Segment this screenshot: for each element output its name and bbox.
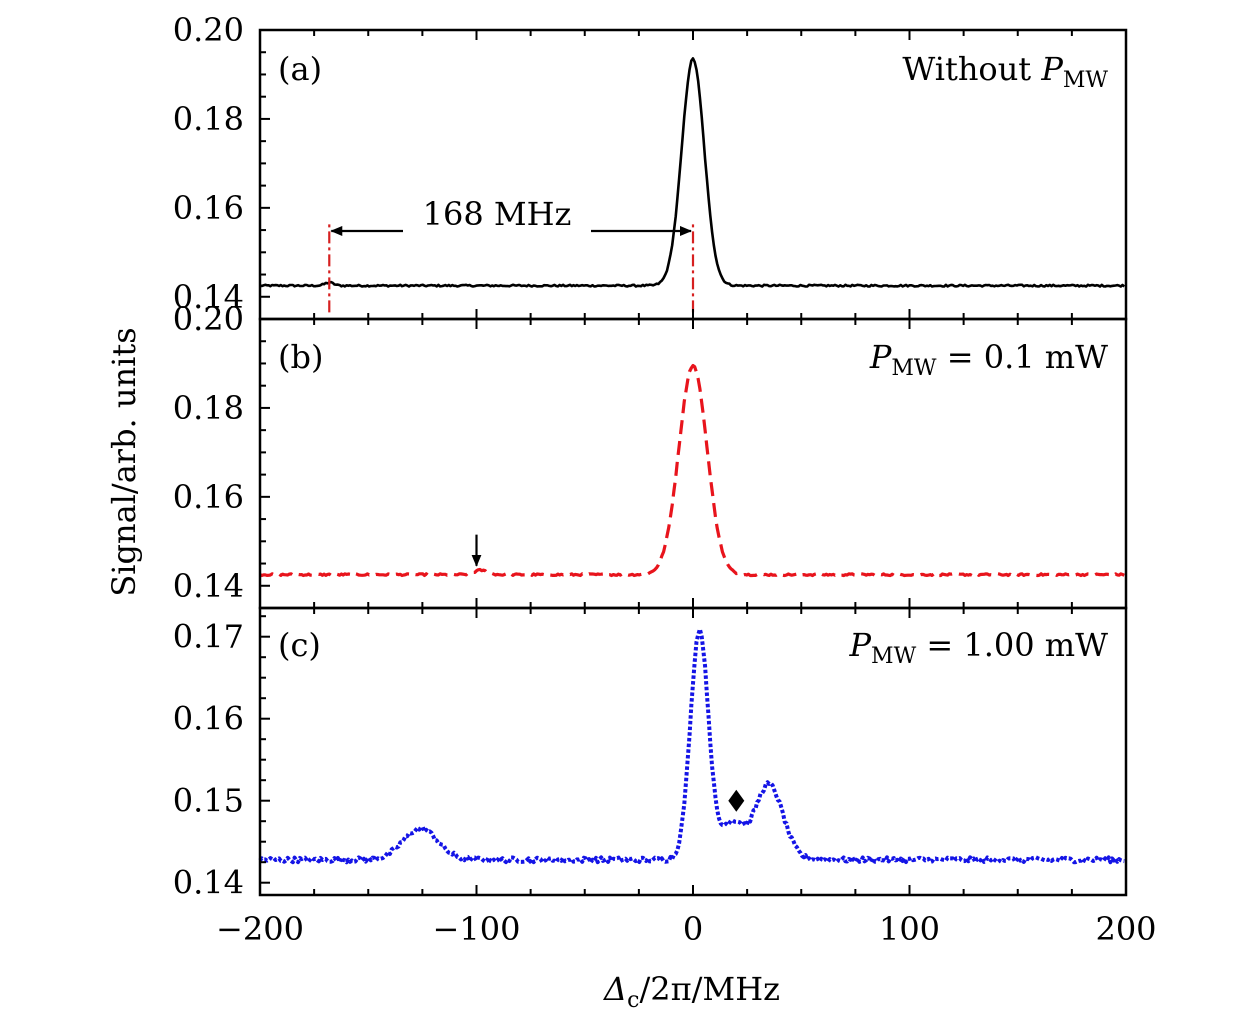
panel-b-annotation: PMW = 0.1 mW xyxy=(869,338,1108,381)
panel-b-y-tick-label: 0.18 xyxy=(173,389,244,427)
x-tick-labels: −200 −100 0 100 200 xyxy=(216,910,1156,948)
panel-b-y-tick-label: 0.16 xyxy=(173,478,244,516)
panel-a-annotation: Without PMW xyxy=(902,50,1108,93)
panel-a-annotation-italic: P xyxy=(1040,50,1063,88)
panel-b-annotation-rest: = 0.1 mW xyxy=(937,338,1109,376)
x-tick-label: −100 xyxy=(433,910,521,948)
panel-a-y-tick-label: 0.14 xyxy=(173,278,244,316)
panel-a-annotation-sub: MW xyxy=(1063,68,1109,93)
panel-b-ticks: 0.14 0.16 0.18 xyxy=(173,319,1127,609)
panel-c-series xyxy=(258,627,1125,865)
panel-c-ticks: 0.14 0.15 0.16 0.17 xyxy=(173,608,1127,902)
x-tick-label: 100 xyxy=(879,910,940,948)
panel-a-label: (a) xyxy=(278,50,322,88)
panel-c-y-tick-label: 0.17 xyxy=(173,618,244,656)
panel-c-annotation-sub: MW xyxy=(871,644,917,669)
panel-a-series-line xyxy=(259,57,1126,288)
panel-c-y-tick-label: 0.14 xyxy=(173,864,244,902)
panel-b-annotation-sub: MW xyxy=(891,356,937,381)
diamond-marker xyxy=(728,789,745,812)
panel-b-y-tick-label: 0.14 xyxy=(173,567,244,605)
panel-a-y-tick-label: 0.18 xyxy=(173,100,244,138)
panel-a-arrow-text: 168 MHz xyxy=(423,195,572,233)
panel-a-y-tick-label: 0.16 xyxy=(173,189,244,227)
panel-b-series-line xyxy=(259,363,1125,578)
panel-b-top-label: 0.20 xyxy=(173,300,244,338)
panel-a: 0.14 0.16 0.18 0.20 (a) Without PMW 168 MHz xyxy=(173,11,1128,321)
panel-b-series xyxy=(259,363,1125,578)
panel-c-annotation-italic: P xyxy=(849,626,872,664)
panel-a-ticks: 0.14 0.16 0.18 0.20 xyxy=(173,11,1127,320)
panel-b: 0.14 0.16 0.18 (b) PMW = 0.1 mW 0.20 xyxy=(173,300,1128,610)
panel-c-y-tick-label: 0.16 xyxy=(173,700,244,738)
panel-b-label: (b) xyxy=(278,338,323,376)
x-tick-label: 0 xyxy=(683,910,703,948)
panel-a-annotation-main: Without xyxy=(902,50,1041,88)
panel-c-series-line xyxy=(258,627,1125,865)
panel-a-markers xyxy=(328,223,695,313)
x-tick-label: 200 xyxy=(1095,910,1156,948)
panel-c-annotation-rest: = 1.00 mW xyxy=(916,626,1108,664)
x-tick-label: −200 xyxy=(216,910,304,948)
panel-c-markers xyxy=(728,789,745,812)
panel-a-y-tick-label: 0.20 xyxy=(173,11,244,49)
x-axis-title-main: Δ xyxy=(602,970,627,1008)
x-axis-title-rest: /2π/MHz xyxy=(639,970,779,1008)
panel-c-label: (c) xyxy=(278,626,321,664)
x-axis-title: Δc/2π/MHz xyxy=(602,970,780,1013)
x-axis-title-sub: c xyxy=(627,988,639,1013)
panel-c: 0.14 0.15 0.16 0.17 (c) PMW = 1.00 mW xyxy=(173,606,1128,902)
y-axis-title: Signal/arb. units xyxy=(105,327,143,596)
panel-c-annotation: PMW = 1.00 mW xyxy=(849,626,1109,669)
panel-c-y-tick-label: 0.15 xyxy=(173,782,244,820)
panel-a-series xyxy=(259,57,1126,288)
panel-b-annotation-italic: P xyxy=(869,338,892,376)
